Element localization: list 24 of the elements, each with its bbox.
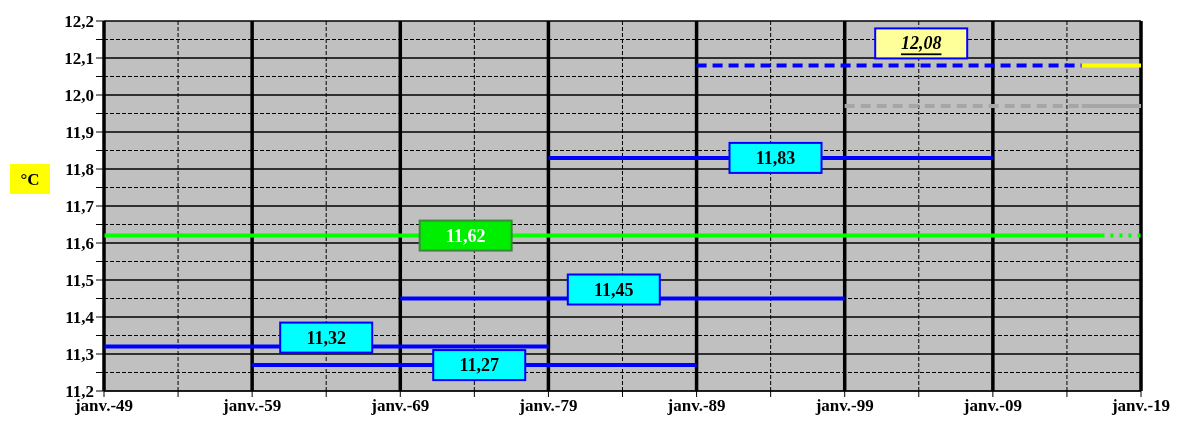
y-tick-label: 11,3	[65, 345, 94, 365]
x-tick-label: janv.-19	[1110, 396, 1171, 416]
y-tick-label: 11,8	[65, 160, 94, 180]
y-tick-label: 12,0	[64, 86, 94, 106]
annotation: 11,83	[755, 147, 796, 168]
y-tick-label: 11,4	[65, 308, 95, 328]
y-tick-label: 11,6	[65, 234, 94, 254]
y-axis-title: °C	[20, 169, 40, 189]
x-tick-label: janv.-09	[962, 396, 1022, 416]
y-tick-label: 11,9	[65, 123, 94, 143]
annotation: 11,62	[445, 225, 486, 246]
annotation: 11,32	[306, 327, 346, 348]
x-tick-label: janv.-89	[666, 396, 726, 416]
annotation: 12,08	[900, 33, 942, 54]
x-tick-label: janv.-99	[814, 396, 874, 416]
x-tick-label: janv.-69	[370, 396, 430, 416]
x-tick-label: janv.-59	[222, 396, 282, 416]
y-tick-label: 11,5	[65, 271, 94, 291]
annotation: 11,45	[594, 279, 634, 300]
y-tick-label: 11,7	[65, 197, 95, 217]
x-tick-label: janv.-79	[518, 396, 578, 416]
annotation: 11,27	[459, 355, 499, 376]
y-tick-label: 12,2	[64, 12, 94, 32]
y-tick-label: 12,1	[64, 49, 94, 69]
